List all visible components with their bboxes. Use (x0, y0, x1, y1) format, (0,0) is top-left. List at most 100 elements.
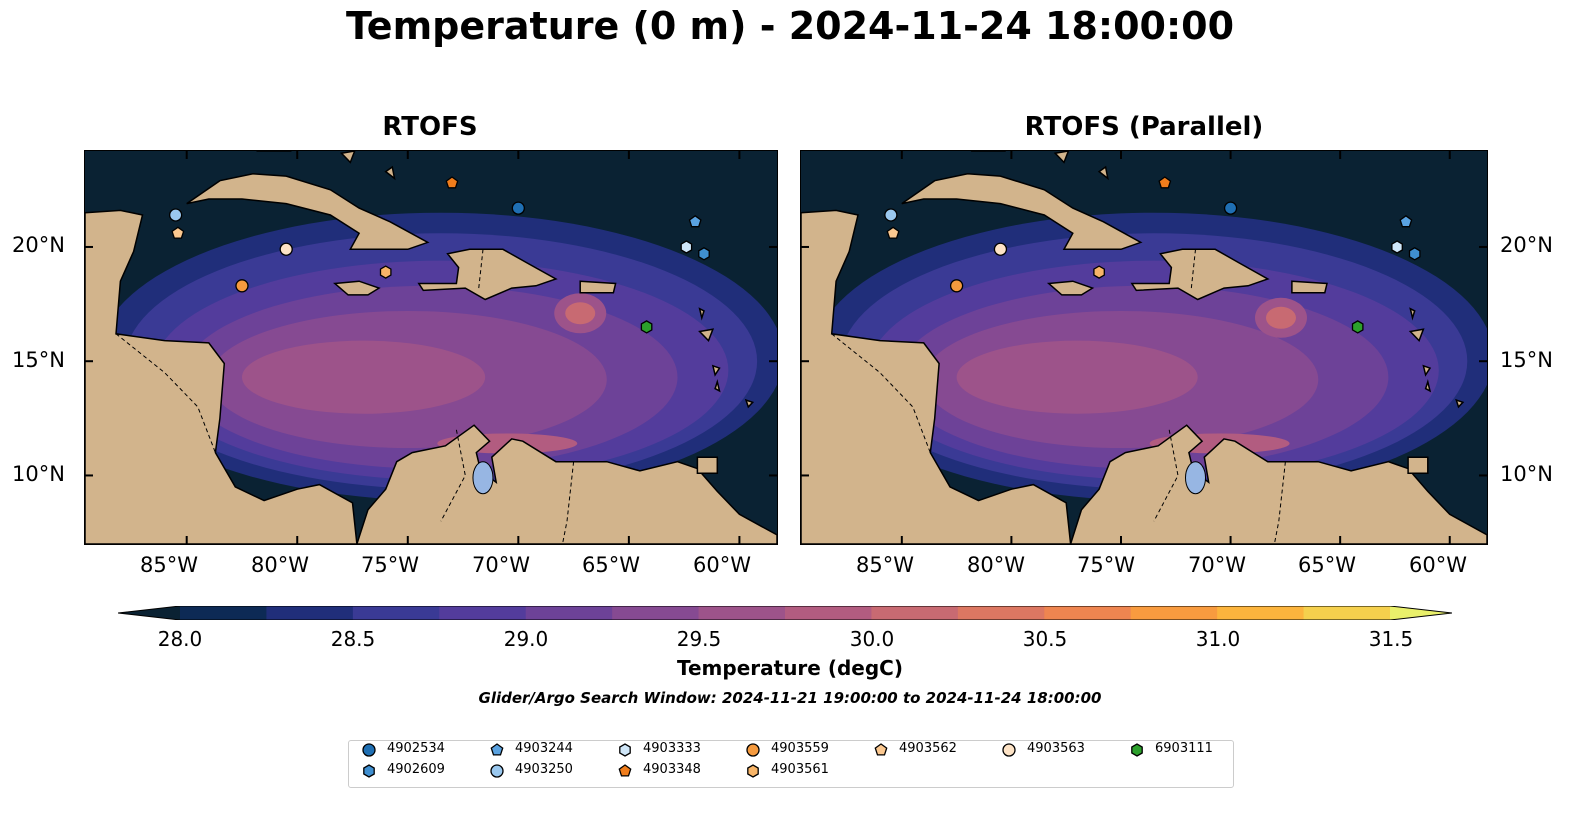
colorbar-tick-label: 28.5 (330, 627, 376, 651)
legend-label: 4903348 (643, 762, 701, 777)
float-marker-4903562[interactable] (171, 226, 185, 239)
legend-marker-6903111[interactable] (1131, 743, 1143, 757)
float-marker-4903562[interactable] (886, 226, 900, 239)
colorbar-segment (352, 606, 440, 620)
colorbar-segment (612, 606, 700, 620)
lat-tick-15n: 15°N (1500, 348, 1553, 372)
land-cuba (901, 173, 1143, 251)
float-marker-6903111[interactable] (640, 320, 653, 334)
lat-tick-15n: 15°N (12, 348, 65, 372)
land-lesser-antilles-d (714, 379, 721, 393)
legend-label: 4903562 (899, 741, 957, 756)
country-border (1153, 429, 1179, 522)
lat-tick-10n: 10°N (12, 462, 65, 486)
legend-label: 4903250 (515, 762, 573, 777)
legend-marker-circle-icon (1002, 743, 1016, 757)
land-hispaniola (417, 248, 558, 301)
legend-marker-4903250[interactable] (490, 764, 504, 778)
colorbar-tick-label: 30.0 (849, 627, 895, 651)
legend-marker-4902534[interactable] (362, 743, 376, 757)
colorbar-segment (1130, 606, 1218, 620)
landmass (801, 151, 1487, 544)
lat-tick-20n: 20°N (1500, 233, 1553, 257)
land-bahamas-a (1053, 151, 1070, 164)
lon-tick-70w: 70°W (472, 553, 530, 577)
float-marker-4903561[interactable] (379, 265, 392, 279)
land-bahamas-a (339, 151, 356, 164)
float-marker-4903348[interactable] (445, 176, 459, 189)
lat-tick-20n: 20°N (12, 233, 65, 257)
land-lesser-antilles-a (1409, 307, 1416, 321)
colorbar-segment (180, 606, 267, 620)
map-rtofs-parallel[interactable] (800, 150, 1488, 545)
land-lesser-antilles-b (698, 328, 715, 342)
legend-marker-pentagon-icon (618, 764, 632, 777)
land-jamaica (332, 280, 381, 296)
figure-title: Temperature (0 m) - 2024-11-24 18:00:00 (345, 4, 1235, 48)
float-marker-6903111[interactable] (1351, 320, 1364, 334)
colorbar-title: Temperature (degC) (677, 656, 903, 680)
lon-tick-65w: 65°W (582, 553, 640, 577)
axis-ticks (801, 151, 1487, 544)
float-marker-4903333[interactable] (680, 240, 693, 254)
float-marker-4902609[interactable] (698, 247, 710, 261)
colorbar-segment (1044, 606, 1132, 620)
axis-ticks (85, 151, 777, 544)
legend-marker-hexagon-icon (747, 764, 759, 778)
lon-tick-60w: 60°W (693, 553, 751, 577)
float-marker-4902609[interactable] (1408, 247, 1421, 261)
float-marker-4902534[interactable] (1223, 201, 1238, 215)
land-central-america (85, 209, 358, 544)
land-south-america (1069, 424, 1487, 544)
colorbar-segment (785, 606, 872, 620)
float-marker-4903333[interactable] (1391, 240, 1403, 254)
panel-title-rtofs: RTOFS (382, 112, 478, 142)
colorbar-segment (525, 606, 613, 620)
land-lesser-antilles-b (1408, 328, 1425, 342)
float-marker-4903559[interactable] (949, 279, 964, 293)
lon-tick-65w: 65°W (1298, 553, 1356, 577)
float-marker-4903250[interactable] (884, 208, 898, 222)
legend-label: 4903559 (771, 741, 829, 756)
legend-marker-circle-icon (746, 743, 760, 757)
legend-label: 6903111 (1155, 741, 1213, 756)
float-marker-4903250[interactable] (168, 208, 183, 222)
land-puerto-rico (1291, 280, 1328, 294)
legend-label: 4902609 (387, 762, 445, 777)
legend-marker-4903562[interactable] (874, 743, 888, 756)
lon-tick-60w: 60°W (1409, 553, 1467, 577)
float-marker-4903244[interactable] (1399, 214, 1413, 228)
lon-tick-80w: 80°W (251, 553, 309, 577)
legend-marker-4903563[interactable] (1002, 743, 1016, 757)
colorbar-tick-label: 31.0 (1195, 627, 1241, 651)
legend-label: 4903563 (1027, 741, 1085, 756)
float-marker-4903244[interactable] (688, 214, 702, 228)
float-marker-4903561[interactable] (1093, 265, 1105, 279)
land-bahamas-b (1097, 165, 1109, 181)
landmass (85, 151, 777, 544)
legend-marker-4903348[interactable] (618, 764, 632, 777)
land-lesser-antilles-c (1422, 364, 1432, 377)
float-marker-4903348[interactable] (1158, 176, 1172, 189)
legend-marker-4903559[interactable] (746, 743, 760, 757)
legend-marker-4903244[interactable] (490, 743, 504, 756)
float-marker-4903563[interactable] (993, 242, 1008, 256)
country-border (562, 461, 575, 544)
country-border (115, 333, 216, 453)
legend-label: 4903244 (515, 741, 573, 756)
map-rtofs[interactable] (84, 150, 778, 545)
land-central-america (801, 209, 1072, 544)
temperature-field (98, 212, 777, 501)
legend-marker-4902609[interactable] (363, 764, 375, 778)
land-puerto-rico (579, 280, 617, 294)
float-marker-4903563[interactable] (279, 242, 293, 256)
country-border (1273, 461, 1286, 544)
legend-marker-4903561[interactable] (747, 764, 759, 778)
lon-tick-85w: 85°W (856, 553, 914, 577)
float-marker-4902534[interactable] (511, 201, 525, 215)
legend-marker-circle-icon (490, 764, 504, 778)
float-marker-4903559[interactable] (235, 279, 249, 293)
legend-marker-4903333[interactable] (619, 743, 631, 757)
sst-map-canvas (801, 151, 1487, 544)
legend-marker-pentagon-icon (490, 743, 504, 756)
